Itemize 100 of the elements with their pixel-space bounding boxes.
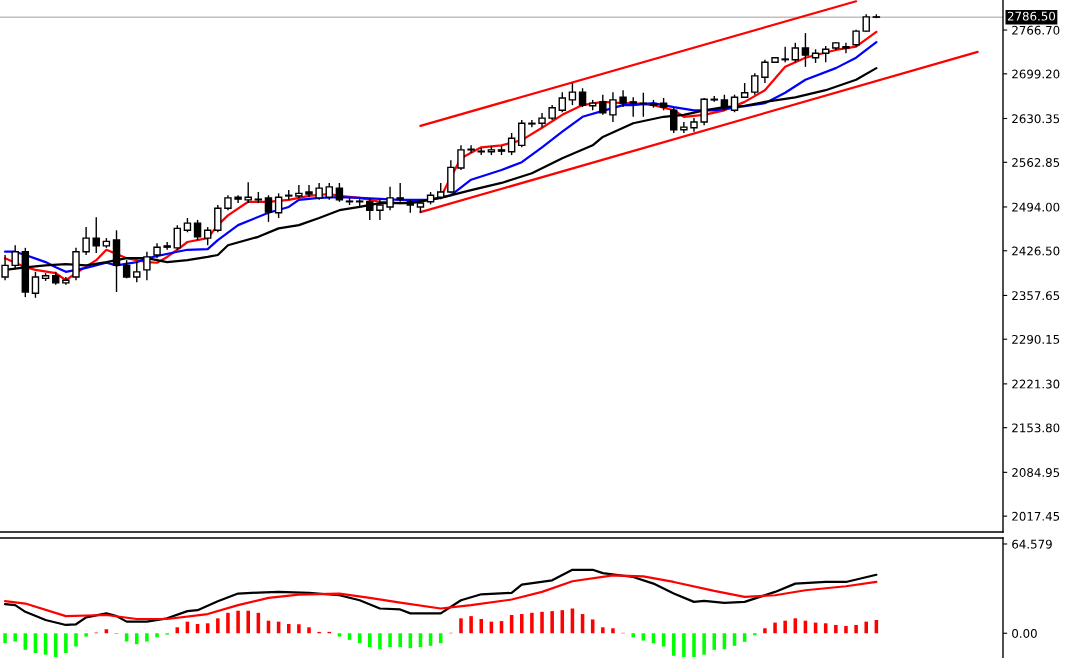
- bar: [337, 633, 342, 637]
- y-tick-label: 2426.50: [1012, 246, 1060, 256]
- bar: [742, 633, 747, 642]
- candlestick: [599, 94, 607, 116]
- bar: [854, 624, 858, 634]
- candlestick: [31, 271, 40, 299]
- candlestick: [295, 184, 303, 199]
- candlestick: [801, 32, 810, 68]
- candlestick: [133, 261, 141, 283]
- y-tick-label: 2357.65: [1012, 291, 1060, 301]
- bar: [297, 624, 301, 634]
- candlestick: [680, 121, 688, 134]
- bar: [226, 612, 230, 634]
- candlestick: [761, 58, 769, 84]
- candlestick: [791, 42, 800, 63]
- candlestick: [203, 226, 212, 246]
- candlestick: [781, 46, 789, 63]
- candlestick: [518, 119, 526, 148]
- y-tick-label: 64.579: [1012, 539, 1052, 549]
- bar: [864, 621, 868, 634]
- bar: [469, 616, 473, 634]
- candlestick: [639, 92, 648, 118]
- y-tick-label: 0.00: [1012, 628, 1037, 638]
- y-tick-label: 2699.20: [1012, 69, 1060, 79]
- candlestick: [457, 144, 465, 171]
- bar: [702, 633, 706, 655]
- bar: [550, 611, 554, 634]
- bar: [135, 633, 139, 645]
- candlestick: [163, 241, 171, 251]
- candlestick: [274, 192, 283, 219]
- bar: [64, 633, 68, 654]
- bar: [459, 618, 463, 634]
- bar: [388, 633, 392, 648]
- ref-line-label: 2786.50: [1007, 11, 1056, 21]
- candlestick: [842, 42, 850, 54]
- candlestick: [173, 224, 182, 251]
- y-tick-label: 2766.70: [1012, 25, 1060, 35]
- bar: [540, 611, 544, 634]
- candlestick: [467, 144, 475, 154]
- candlestick: [193, 219, 202, 241]
- bar: [763, 628, 767, 634]
- y-tick-label: 2017.45: [1012, 511, 1060, 521]
- candlestick: [700, 97, 708, 126]
- y-tick-label: 2562.85: [1012, 158, 1060, 167]
- bar: [601, 627, 605, 634]
- bar: [216, 618, 220, 634]
- candlestick: [366, 197, 374, 221]
- candlestick: [528, 119, 536, 128]
- bar: [692, 633, 696, 658]
- bar: [145, 633, 149, 642]
- bar: [124, 633, 129, 642]
- bar: [286, 623, 291, 634]
- bar: [246, 610, 250, 634]
- candlestick: [82, 226, 90, 256]
- line-series: [3, 568, 878, 627]
- candlestick: [335, 182, 344, 203]
- bar: [712, 633, 717, 650]
- candlestick: [396, 182, 404, 203]
- bar: [155, 633, 159, 638]
- candlestick: [558, 91, 567, 113]
- bar: [519, 614, 524, 634]
- bar: [783, 620, 787, 634]
- candlestick: [264, 194, 273, 223]
- y-tick-label: 2153.80: [1012, 423, 1060, 433]
- bar: [631, 633, 635, 638]
- bar: [84, 633, 88, 637]
- bar: [3, 633, 7, 644]
- candlestick: [751, 72, 759, 96]
- bar: [834, 624, 838, 634]
- bar: [671, 633, 676, 656]
- candlestick: [234, 194, 242, 204]
- y-tick-label: 2221.30: [1012, 379, 1060, 389]
- candlestick: [386, 186, 394, 211]
- candlestick: [568, 82, 577, 106]
- bar: [530, 612, 534, 634]
- bar: [479, 619, 484, 634]
- bar: [368, 633, 372, 648]
- candlestick: [629, 96, 637, 118]
- candlestick: [244, 181, 252, 204]
- bar: [13, 633, 17, 642]
- bar: [307, 627, 311, 634]
- bar: [682, 633, 686, 658]
- bar: [641, 633, 646, 641]
- candlestick: [305, 184, 313, 198]
- candlestick: [376, 199, 384, 221]
- line-series: [3, 574, 878, 621]
- bar: [773, 622, 777, 634]
- bar: [378, 633, 382, 650]
- bar: [398, 633, 402, 648]
- candlestick: [669, 107, 678, 134]
- candlestick: [609, 91, 617, 123]
- candlestick: [92, 216, 100, 254]
- bar: [236, 610, 240, 634]
- bar: [611, 628, 615, 634]
- y-tick-label: 2290.15: [1012, 334, 1060, 344]
- y-tick-label: 2084.95: [1012, 468, 1060, 477]
- bar: [74, 633, 78, 647]
- candlestick: [214, 204, 222, 233]
- y-tick-label: 2630.35: [1012, 114, 1060, 124]
- y-tick-label: 2494.00: [1012, 202, 1060, 212]
